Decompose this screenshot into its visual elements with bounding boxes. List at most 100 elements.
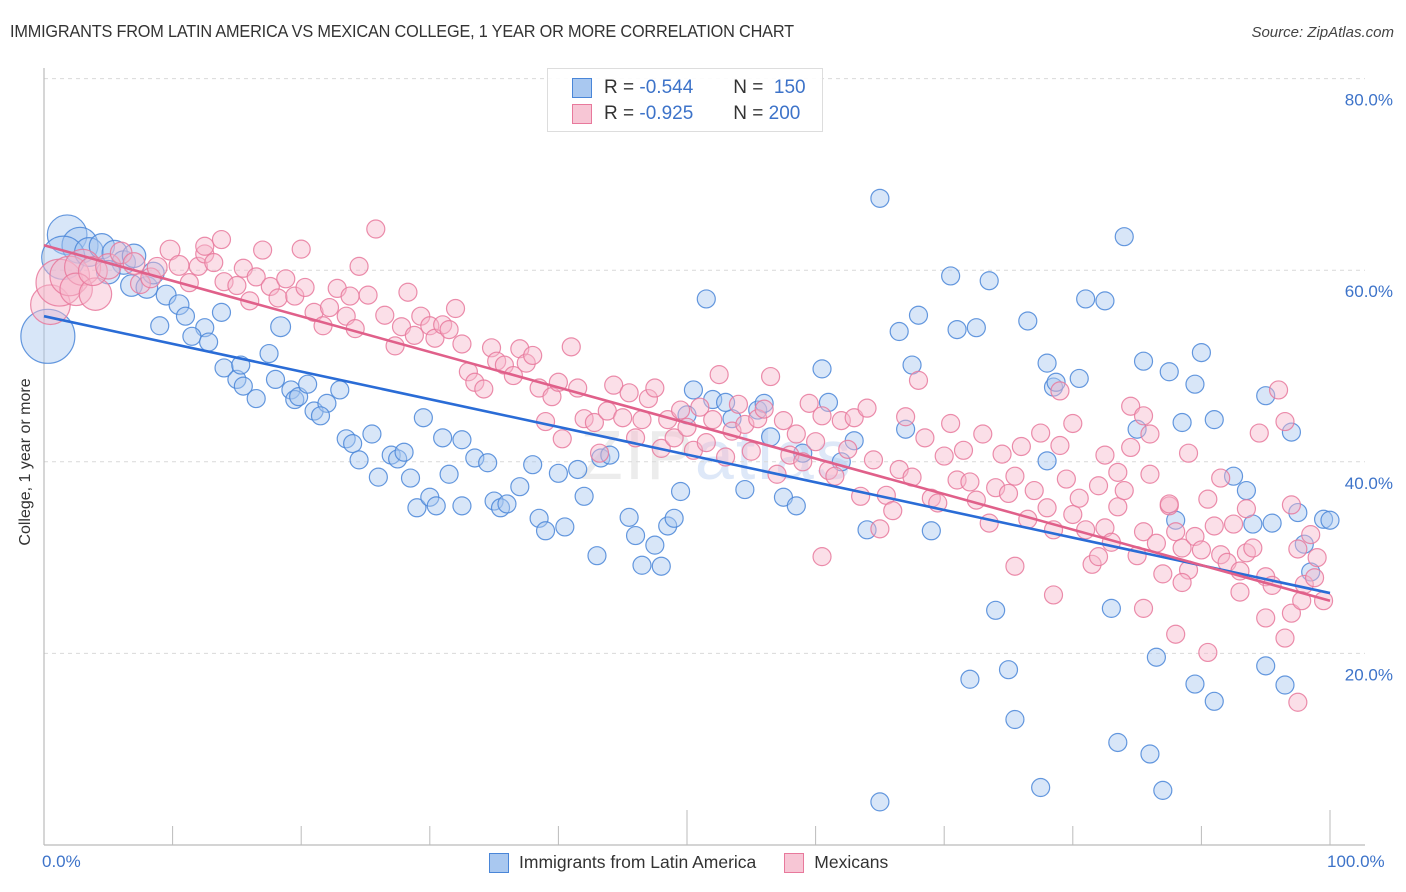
y-tick-label: 60.0% <box>1345 282 1393 301</box>
data-point-mexicans <box>741 441 761 461</box>
data-point-mexicans <box>268 288 288 308</box>
legend-label: Immigrants from Latin America <box>519 852 757 872</box>
data-point-mexicans <box>1056 469 1076 489</box>
n-label: N = <box>733 103 764 124</box>
data-point-mexicans <box>295 277 315 298</box>
data-point-mexicans <box>214 272 234 292</box>
data-point-immigrants <box>568 459 588 480</box>
r-label: R = <box>604 103 635 124</box>
data-point-mexicans <box>773 411 794 431</box>
data-point-immigrants <box>281 380 301 400</box>
legend-item-mexicans[interactable]: Mexicans <box>784 852 888 873</box>
data-point-immigrants <box>683 380 704 400</box>
data-point-mexicans <box>1140 424 1160 444</box>
data-point-mexicans <box>452 334 472 354</box>
data-point-immigrants <box>908 305 929 325</box>
data-point-immigrants <box>310 406 331 426</box>
legend-label: Mexicans <box>814 852 889 872</box>
data-point-immigrants <box>1320 510 1340 530</box>
data-point-immigrants <box>812 359 832 379</box>
stats-legend: R = -0.544 N = 150 R = -0.925 N = 200 <box>547 68 823 132</box>
data-point-mexicans <box>1043 585 1064 605</box>
data-point-mexicans <box>340 286 360 306</box>
stats-legend-row-pink: R = -0.925 N = 200 <box>572 101 800 127</box>
data-point-immigrants <box>1185 374 1205 394</box>
data-point-mexicans <box>638 388 659 409</box>
legend-swatch-pink <box>572 104 592 124</box>
data-point-immigrants <box>175 306 196 326</box>
legend-item-immigrants[interactable]: Immigrants from Latin America <box>489 852 756 873</box>
data-point-immigrants <box>889 321 909 342</box>
data-point-immigrants <box>941 266 961 286</box>
data-point-mexicans <box>1230 582 1250 602</box>
data-point-mexicans <box>1304 568 1325 588</box>
y-tick-label: 80.0% <box>1345 91 1393 110</box>
data-point-immigrants <box>1108 732 1128 753</box>
data-point-immigrants <box>1018 311 1038 331</box>
data-point-immigrants <box>1095 291 1115 311</box>
data-point-mexicans <box>883 501 903 521</box>
trend-line-immigrants <box>43 314 1331 595</box>
data-point-immigrants <box>211 302 232 322</box>
data-point-immigrants <box>400 468 421 488</box>
data-point-mexicans <box>260 276 280 297</box>
data-point-immigrants <box>1281 422 1302 442</box>
data-point-immigrants <box>979 271 999 291</box>
data-point-mexicans <box>246 267 266 287</box>
data-point-mexicans <box>1121 437 1141 458</box>
data-point-mexicans <box>805 432 826 452</box>
data-point-mexicans <box>574 409 594 429</box>
y-tick-label: 20.0% <box>1345 665 1393 684</box>
data-point-mexicans <box>516 353 536 373</box>
data-point-immigrants <box>1204 410 1224 430</box>
data-point-immigrants <box>478 453 498 473</box>
data-point-mexicans <box>1223 514 1244 534</box>
data-point-immigrants <box>1172 412 1192 433</box>
data-point-mexicans <box>129 273 151 295</box>
data-point-mexicans <box>1082 554 1102 574</box>
data-point-immigrants <box>574 486 594 506</box>
data-point-mexicans <box>366 219 386 239</box>
n-label: N = <box>733 77 764 98</box>
data-point-mexicans <box>1024 480 1044 501</box>
data-point-mexicans <box>523 345 543 366</box>
data-point-mexicans <box>211 229 232 250</box>
data-point-immigrants <box>1076 289 1096 309</box>
data-point-immigrants <box>298 374 318 394</box>
data-point-mexicans <box>760 366 781 387</box>
data-point-immigrants <box>349 450 369 470</box>
data-point-immigrants <box>1256 656 1276 676</box>
data-point-mexicans <box>404 325 424 345</box>
data-point-immigrants <box>246 388 266 409</box>
data-point-immigrants <box>947 319 967 340</box>
data-point-mexicans <box>1288 692 1308 712</box>
data-point-immigrants <box>362 424 382 444</box>
data-point-mexicans <box>645 378 665 398</box>
data-point-mexicans <box>59 272 93 307</box>
data-point-immigrants <box>529 508 549 528</box>
data-point-mexicans <box>1307 547 1327 568</box>
data-point-mexicans <box>1198 489 1218 509</box>
data-point-mexicans <box>1063 504 1083 525</box>
data-point-immigrants <box>394 442 414 462</box>
chart-title: IMMIGRANTS FROM LATIN AMERICA VS MEXICAN… <box>10 21 794 41</box>
data-point-immigrants <box>317 393 337 413</box>
source-label: Source: ZipAtlas.com <box>1251 24 1394 41</box>
r-value: -0.925 <box>639 103 694 124</box>
data-point-mexicans <box>1063 413 1083 434</box>
data-point-mexicans <box>812 547 832 567</box>
data-point-mexicans <box>825 466 845 486</box>
legend-swatch-blue <box>572 78 592 98</box>
data-point-immigrants <box>986 600 1006 620</box>
r-label: R = <box>604 77 635 98</box>
data-point-immigrants <box>966 318 986 338</box>
data-point-immigrants <box>510 477 530 497</box>
data-point-immigrants <box>1159 362 1179 382</box>
data-point-mexicans <box>276 269 296 289</box>
data-point-mexicans <box>1140 464 1160 484</box>
data-point-mexicans <box>77 256 108 287</box>
data-point-immigrants <box>696 289 716 309</box>
data-point-mexicans <box>992 444 1012 464</box>
data-point-mexicans <box>1166 624 1186 644</box>
data-point-immigrants <box>1262 513 1282 533</box>
